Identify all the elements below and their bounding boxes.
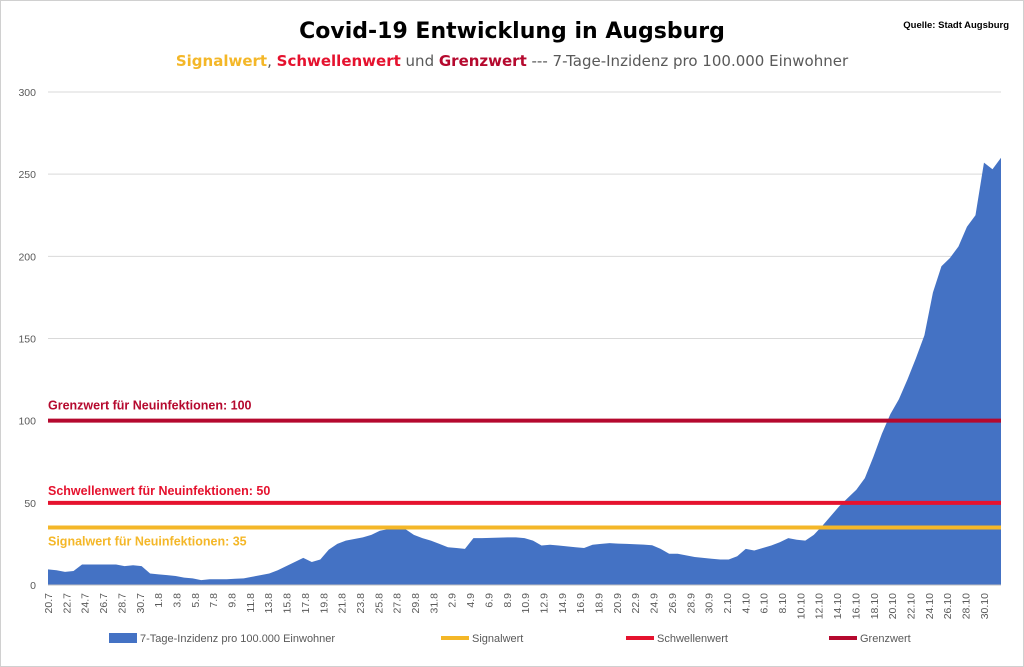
y-tick-label: 50 (24, 498, 36, 510)
subtitle-separator-1: , (267, 52, 277, 70)
x-tick-label: 22.9 (630, 593, 642, 614)
x-tick-label: 23.8 (355, 593, 367, 614)
x-tick-label: 24.7 (80, 593, 92, 614)
x-tick-label: 16.9 (575, 593, 587, 614)
x-tick-label: 22.10 (905, 593, 917, 619)
x-tick-label: 29.8 (410, 593, 422, 614)
y-tick-label: 0 (30, 580, 36, 592)
y-tick-label: 150 (18, 334, 36, 346)
x-tick-label: 3.8 (171, 593, 183, 608)
x-tick-label: 8.10 (777, 593, 789, 614)
x-tick-label: 2.9 (447, 593, 459, 608)
x-tick-label: 18.9 (594, 593, 606, 614)
x-tick-label: 28.9 (685, 593, 697, 614)
x-tick-label: 25.8 (373, 593, 385, 614)
x-tick-label: 30.10 (979, 593, 991, 619)
legend-incidence-label: 7-Tage-Inzidenz pro 100.000 Einwohner (140, 633, 335, 645)
x-tick-label: 21.8 (337, 593, 349, 614)
x-tick-label: 14.9 (557, 593, 569, 614)
x-tick-label: 20.7 (43, 593, 55, 614)
x-tick-label: 26.7 (98, 593, 110, 614)
chart-title: Covid-19 Entwicklung in Augsburg (299, 19, 725, 44)
x-tick-label: 30.9 (704, 593, 716, 614)
x-tick-label: 24.9 (649, 593, 661, 614)
subtitle-signalwert: Signalwert (175, 52, 268, 70)
x-tick-label: 10.9 (520, 593, 532, 614)
x-tick-label: 1.8 (153, 593, 165, 608)
y-tick-label: 300 (18, 87, 36, 99)
x-tick-label: 6.9 (483, 593, 495, 608)
x-tick-label: 10.10 (795, 593, 807, 619)
source-note: Quelle: Stadt Augsburg (903, 20, 1009, 31)
x-tick-label: 28.10 (961, 593, 973, 619)
subtitle-grenzwert: Grenzwert (438, 52, 527, 70)
legend-schwellenwert-label: Schwellenwert (657, 633, 728, 645)
x-tick-label: 4.10 (740, 593, 752, 614)
grenzwert-annotation: Grenzwert für Neuinfektionen: 100 (48, 399, 252, 413)
y-tick-label: 100 (18, 416, 36, 428)
subtitle-separator-2: und (400, 52, 439, 70)
x-tick-label: 12.9 (538, 593, 550, 614)
x-tick-label: 6.10 (759, 593, 771, 614)
x-tick-label: 12.10 (814, 593, 826, 619)
x-tick-label: 2.10 (722, 593, 734, 614)
x-tick-label: 26.10 (942, 593, 954, 619)
chart-subtitle: Signalwert, Schwellenwert und Grenzwert … (1, 52, 1023, 70)
x-tick-label: 26.9 (667, 593, 679, 614)
x-tick-label: 18.10 (869, 593, 881, 619)
x-tick-label: 27.8 (392, 593, 404, 614)
x-tick-label: 4.9 (465, 593, 477, 608)
x-tick-label: 24.10 (924, 593, 936, 619)
x-tick-label: 8.9 (502, 593, 514, 608)
x-tick-label: 28.7 (116, 593, 128, 614)
x-tick-label: 7.8 (208, 593, 220, 608)
subtitle-schwellenwert: Schwellenwert (276, 52, 401, 70)
incidence-area (48, 157, 1001, 586)
signalwert-annotation: Signalwert für Neuinfektionen: 35 (48, 534, 247, 548)
x-tick-label: 13.8 (263, 593, 275, 614)
y-tick-label: 250 (18, 169, 36, 181)
x-tick-label: 16.10 (850, 593, 862, 619)
x-tick-label: 9.8 (227, 593, 239, 608)
x-tick-label: 19.8 (318, 593, 330, 614)
x-tick-label: 20.10 (887, 593, 899, 619)
x-tick-label: 11.8 (245, 593, 257, 613)
x-tick-label: 31.8 (428, 593, 440, 614)
x-tick-label: 17.8 (300, 593, 312, 614)
x-tick-label: 5.8 (190, 593, 202, 608)
legend-grenzwert-label: Grenzwert (860, 633, 911, 645)
legend-incidence-swatch (109, 633, 137, 643)
x-tick-label: 15.8 (282, 593, 294, 614)
x-tick-label: 20.9 (612, 593, 624, 614)
subtitle-rest: --- 7-Tage-Inzidenz pro 100.000 Einwohne… (526, 52, 849, 70)
x-tick-label: 14.10 (832, 593, 844, 619)
legend-signalwert-label: Signalwert (472, 633, 523, 645)
schwellenwert-annotation: Schwellenwert für Neuinfektionen: 50 (48, 484, 270, 498)
y-tick-label: 200 (18, 251, 36, 263)
x-tick-label: 22.7 (61, 593, 73, 614)
x-tick-label: 30.7 (135, 593, 147, 614)
